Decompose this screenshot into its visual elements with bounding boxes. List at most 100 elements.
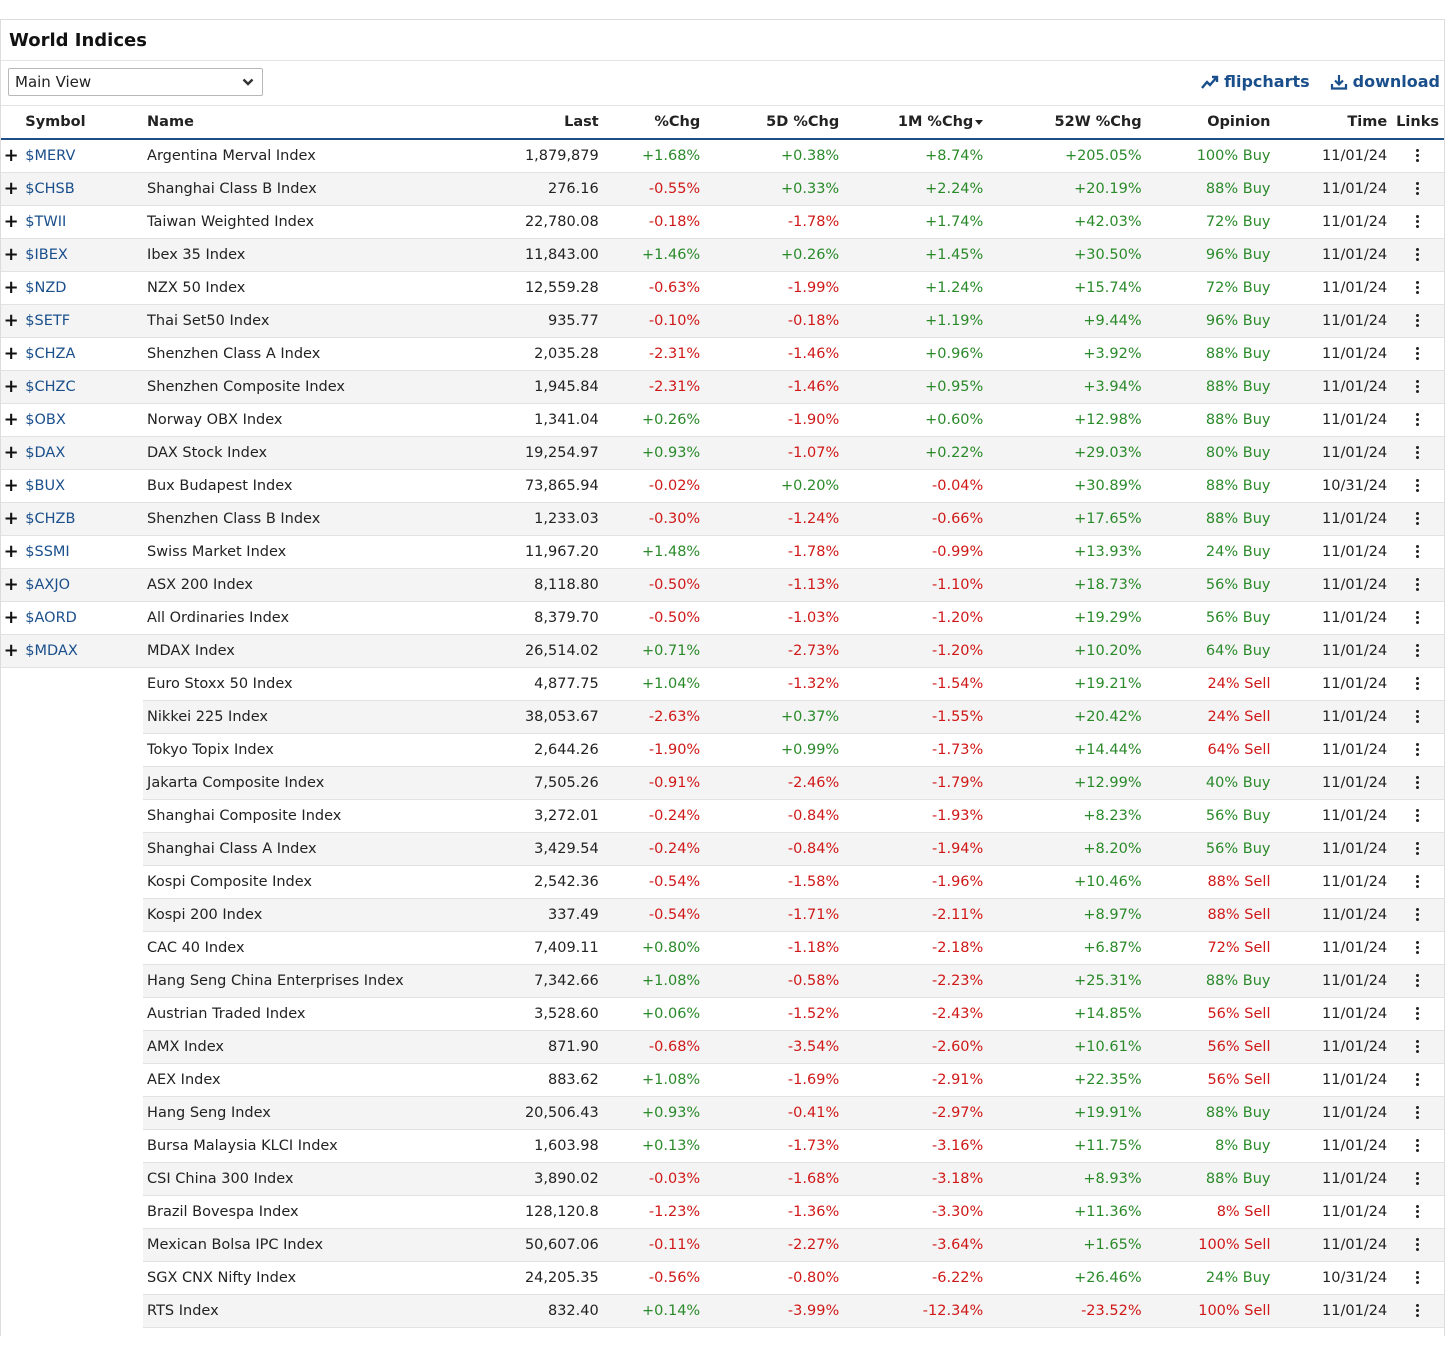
table-row[interactable]: Kospi Composite Index 2,542.36 -0.54% -1.58…: [1, 865, 1444, 899]
expand-row-button[interactable]: +: [1, 436, 22, 470]
symbol-link[interactable]: $MERV: [21, 139, 144, 173]
symbol-link[interactable]: $SETF: [21, 304, 144, 338]
expand-row-button[interactable]: +: [1, 601, 22, 635]
row-menu-button[interactable]: [1391, 370, 1444, 404]
table-row[interactable]: + $SETF Thai Set50 Index 935.77 -0.10% -0.18%…: [1, 304, 1444, 338]
opinion-link[interactable]: 100% Sell: [1145, 1228, 1275, 1262]
expand-row-button[interactable]: +: [1, 238, 22, 272]
row-menu-button[interactable]: [1391, 205, 1444, 239]
expand-row-button[interactable]: +: [1, 304, 22, 338]
expand-row-button[interactable]: +: [1, 337, 22, 371]
table-row[interactable]: + $NZD NZX 50 Index 12,559.28 -0.63% -1.99% +1…: [1, 271, 1444, 305]
opinion-link[interactable]: 72% Sell: [1145, 931, 1275, 965]
symbol-link[interactable]: $CHZC: [21, 370, 144, 404]
table-row[interactable]: Brazil Bovespa Index 128,120.8 -1.23% -1.36…: [1, 1195, 1444, 1229]
row-menu-button[interactable]: [1391, 568, 1444, 602]
expand-row-button[interactable]: +: [1, 535, 22, 569]
row-menu-button[interactable]: [1391, 535, 1444, 569]
symbol-link[interactable]: $CHSB: [21, 172, 144, 206]
symbol-link[interactable]: $AXJO: [21, 568, 144, 602]
opinion-link[interactable]: 8% Buy: [1145, 1129, 1275, 1163]
opinion-link[interactable]: 100% Sell: [1145, 1294, 1275, 1328]
opinion-link[interactable]: 88% Buy: [1145, 964, 1275, 998]
opinion-link[interactable]: 64% Buy: [1145, 634, 1275, 668]
column-header-opinion[interactable]: Opinion: [1145, 106, 1275, 140]
opinion-link[interactable]: 24% Buy: [1145, 1261, 1275, 1295]
table-row[interactable]: + $CHZA Shenzhen Class A Index 2,035.28 -2.3…: [1, 337, 1444, 371]
table-row[interactable]: + $MERV Argentina Merval Index 1,879,879 +1.…: [1, 139, 1444, 173]
download-button[interactable]: download: [1330, 72, 1440, 91]
symbol-link[interactable]: $CHZB: [21, 502, 144, 536]
row-menu-button[interactable]: [1391, 238, 1444, 272]
column-header-time[interactable]: Time: [1274, 106, 1392, 140]
expand-row-button[interactable]: +: [1, 568, 22, 602]
table-row[interactable]: CSI China 300 Index 3,890.02 -0.03% -1.68% -…: [1, 1162, 1444, 1196]
table-row[interactable]: RTS Index 832.40 +0.14% -3.99% -12.34% -23.52…: [1, 1294, 1444, 1328]
opinion-link[interactable]: 96% Buy: [1145, 304, 1275, 338]
symbol-link[interactable]: $SSMI: [21, 535, 144, 569]
row-menu-button[interactable]: [1391, 1096, 1444, 1130]
row-menu-button[interactable]: [1391, 700, 1444, 734]
row-menu-button[interactable]: [1391, 1063, 1444, 1097]
symbol-link[interactable]: $NZD: [21, 271, 144, 305]
view-select[interactable]: Main View: [8, 68, 263, 96]
table-row[interactable]: + $MDAX MDAX Index 26,514.02 +0.71% -2.73% -1.…: [1, 634, 1444, 668]
opinion-link[interactable]: 88% Buy: [1145, 1162, 1275, 1196]
opinion-link[interactable]: 88% Buy: [1145, 370, 1275, 404]
row-menu-button[interactable]: [1391, 271, 1444, 305]
expand-row-button[interactable]: +: [1, 469, 22, 503]
opinion-link[interactable]: 56% Buy: [1145, 799, 1275, 833]
table-row[interactable]: Mexican Bolsa IPC Index 50,607.06 -0.11% -2…: [1, 1228, 1444, 1262]
expand-row-button[interactable]: +: [1, 403, 22, 437]
table-row[interactable]: Kospi 200 Index 337.49 -0.54% -1.71% -2.11% +…: [1, 898, 1444, 932]
table-row[interactable]: CAC 40 Index 7,409.11 +0.80% -1.18% -2.18% +6…: [1, 931, 1444, 965]
row-menu-button[interactable]: [1391, 502, 1444, 536]
opinion-link[interactable]: 88% Buy: [1145, 403, 1275, 437]
column-header-name[interactable]: Name: [143, 106, 456, 140]
table-row[interactable]: Tokyo Topix Index 2,644.26 -1.90% +0.99% -1.…: [1, 733, 1444, 767]
table-row[interactable]: + $AXJO ASX 200 Index 8,118.80 -0.50% -1.13% -…: [1, 568, 1444, 602]
table-row[interactable]: Nikkei 225 Index 38,053.67 -2.63% +0.37% -1.…: [1, 700, 1444, 734]
opinion-link[interactable]: 64% Sell: [1145, 733, 1275, 767]
column-header-1m-chg[interactable]: 1M %Chg: [843, 106, 988, 140]
table-row[interactable]: AMX Index 871.90 -0.68% -3.54% -2.60% +10.61%…: [1, 1030, 1444, 1064]
opinion-link[interactable]: 88% Sell: [1145, 898, 1275, 932]
row-menu-button[interactable]: [1391, 601, 1444, 635]
table-row[interactable]: + $CHZB Shenzhen Class B Index 1,233.03 -0.3…: [1, 502, 1444, 536]
table-row[interactable]: AEX Index 883.62 +1.08% -1.69% -2.91% +22.35%…: [1, 1063, 1444, 1097]
column-header-chg[interactable]: %Chg: [602, 106, 705, 140]
opinion-link[interactable]: 56% Sell: [1145, 1030, 1275, 1064]
row-menu-button[interactable]: [1391, 733, 1444, 767]
symbol-link[interactable]: $DAX: [21, 436, 144, 470]
table-row[interactable]: SGX CNX Nifty Index 24,205.35 -0.56% -0.80%…: [1, 1261, 1444, 1295]
column-header-symbol[interactable]: Symbol: [21, 106, 144, 140]
table-row[interactable]: Shanghai Class A Index 3,429.54 -0.24% -0.8…: [1, 832, 1444, 866]
table-row[interactable]: Jakarta Composite Index 7,505.26 -0.91% -2.…: [1, 766, 1444, 800]
expand-row-button[interactable]: +: [1, 502, 22, 536]
row-menu-button[interactable]: [1391, 898, 1444, 932]
opinion-link[interactable]: 88% Sell: [1145, 865, 1275, 899]
table-row[interactable]: Hang Seng China Enterprises Index 7,342.6…: [1, 964, 1444, 998]
table-row[interactable]: Hang Seng Index 20,506.43 +0.93% -0.41% -2.9…: [1, 1096, 1444, 1130]
row-menu-button[interactable]: [1391, 1261, 1444, 1295]
opinion-link[interactable]: 88% Buy: [1145, 469, 1275, 503]
row-menu-button[interactable]: [1391, 799, 1444, 833]
row-menu-button[interactable]: [1391, 1162, 1444, 1196]
opinion-link[interactable]: 88% Buy: [1145, 502, 1275, 536]
row-menu-button[interactable]: [1391, 337, 1444, 371]
opinion-link[interactable]: 56% Sell: [1145, 997, 1275, 1031]
row-menu-button[interactable]: [1391, 997, 1444, 1031]
symbol-link[interactable]: $IBEX: [21, 238, 144, 272]
row-menu-button[interactable]: [1391, 964, 1444, 998]
column-header-last[interactable]: Last: [455, 106, 603, 140]
opinion-link[interactable]: 56% Buy: [1145, 568, 1275, 602]
table-row[interactable]: + $AORD All Ordinaries Index 8,379.70 -0.50%…: [1, 601, 1444, 635]
row-menu-button[interactable]: [1391, 139, 1444, 173]
table-row[interactable]: + $SSMI Swiss Market Index 11,967.20 +1.48% -…: [1, 535, 1444, 569]
opinion-link[interactable]: 56% Sell: [1145, 1063, 1275, 1097]
table-row[interactable]: Shanghai Composite Index 3,272.01 -0.24% -0…: [1, 799, 1444, 833]
table-row[interactable]: + $DAX DAX Stock Index 19,254.97 +0.93% -1.07…: [1, 436, 1444, 470]
table-row[interactable]: + $OBX Norway OBX Index 1,341.04 +0.26% -1.90…: [1, 403, 1444, 437]
opinion-link[interactable]: 72% Buy: [1145, 271, 1275, 305]
row-menu-button[interactable]: [1391, 304, 1444, 338]
